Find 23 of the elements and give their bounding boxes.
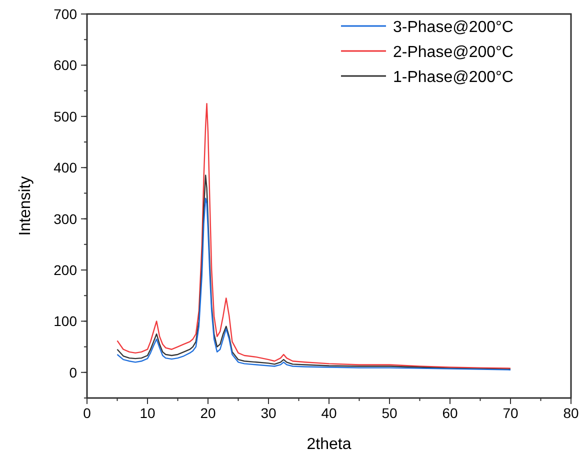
x-tick-label: 50 bbox=[382, 405, 398, 421]
y-tick-label: 200 bbox=[54, 262, 78, 278]
y-tick-label: 300 bbox=[54, 210, 78, 227]
y-axis-title: Intensity bbox=[17, 176, 34, 236]
x-axis-title: 2theta bbox=[306, 436, 352, 453]
line-series bbox=[116, 103, 512, 369]
legend-label: 1-Phase@200°C bbox=[393, 69, 514, 86]
y-tick-label: 500 bbox=[54, 108, 78, 124]
y-tick-label: 600 bbox=[54, 57, 78, 74]
y-tick-label: 400 bbox=[54, 160, 78, 176]
y-tick-label: 100 bbox=[54, 313, 78, 330]
x-tick-label: 60 bbox=[442, 405, 458, 421]
x-tick-label: 20 bbox=[200, 405, 216, 421]
x-tick-label: 10 bbox=[140, 405, 156, 421]
y-tick-label: 700 bbox=[54, 6, 78, 22]
y-tick-label: 0 bbox=[69, 364, 78, 380]
legend-label: 2-Phase@200°C bbox=[393, 44, 514, 61]
x-tick-label: 80 bbox=[563, 405, 579, 421]
x-tick-label: 40 bbox=[321, 405, 337, 421]
legend-label: 3-Phase@200°C bbox=[393, 19, 514, 36]
x-tick-label: 70 bbox=[502, 405, 518, 421]
x-tick-label: 0 bbox=[83, 405, 92, 421]
x-tick-label: 30 bbox=[260, 405, 276, 421]
